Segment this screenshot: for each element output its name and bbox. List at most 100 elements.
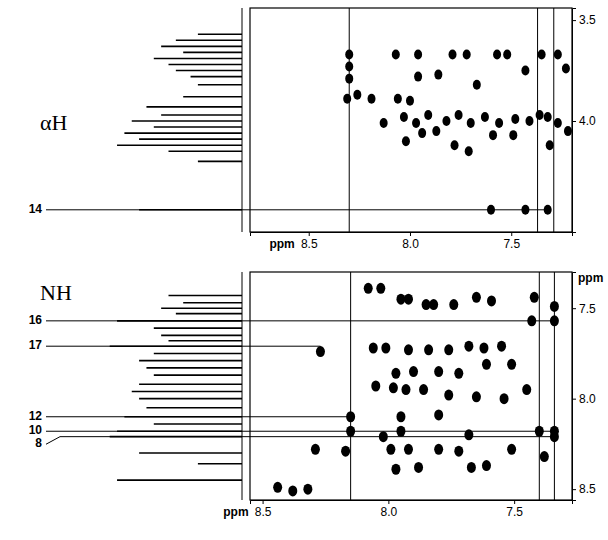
spectrum-peak: [132, 391, 242, 393]
cross-peak: [392, 49, 400, 59]
cross-peak: [454, 368, 463, 379]
guide-line: [553, 8, 554, 232]
annotation-line: [46, 209, 548, 210]
cross-peak: [429, 299, 438, 310]
cross-peak: [345, 49, 353, 59]
tick-label: 8.0: [579, 392, 596, 406]
tick-mark: [263, 500, 264, 504]
tick: 8.5: [572, 482, 596, 496]
annotation-label: 12: [29, 409, 43, 423]
plot-frame: [250, 272, 572, 500]
cross-peak: [455, 110, 463, 120]
cross-peak: [371, 381, 380, 392]
x-axis-title: ppm: [223, 505, 248, 519]
annotation-line: [46, 346, 320, 347]
cross-peak: [503, 49, 511, 59]
cross-peak: [303, 484, 312, 495]
spectrum-label: αH: [40, 110, 68, 135]
cross-peak: [482, 359, 491, 370]
cross-peak: [376, 283, 385, 294]
cross-peak: [414, 49, 422, 59]
spectrum-peak: [161, 335, 242, 337]
cross-peak: [473, 80, 481, 90]
cross-peak: [434, 444, 443, 455]
cross-peak: [530, 292, 539, 303]
cross-peak: [465, 146, 473, 156]
tick-mark: [514, 500, 515, 504]
spectrum-peak: [176, 39, 242, 41]
spectrum-peak: [183, 96, 242, 98]
tick: 3.5: [572, 13, 596, 27]
cross-peak: [449, 49, 457, 59]
annotation-label: 8: [35, 436, 42, 450]
cross-peak: [341, 446, 350, 457]
tick: 7.5: [572, 302, 596, 316]
spectrum-peak: [198, 463, 242, 465]
spectrum-peak: [183, 52, 242, 54]
tick: 8.5: [255, 500, 272, 519]
cross-peak: [467, 118, 475, 128]
x-axis-line: [251, 233, 573, 237]
cross-peak: [521, 66, 529, 76]
cross-peak: [424, 344, 433, 355]
x-axis-line: [251, 501, 573, 505]
spectrum-peak: [198, 161, 242, 163]
plot-area: [273, 272, 559, 500]
annotation-line: [46, 416, 351, 417]
cross-peak: [507, 359, 516, 370]
cross-peak: [454, 446, 463, 457]
cross-peak: [424, 110, 432, 120]
x-axis: 8.5 8.0 7.5: [251, 232, 573, 251]
spectrum-peak: [154, 126, 242, 128]
cross-peak: [404, 444, 413, 455]
y-axis: 7.5 8.0 8.5: [572, 273, 596, 501]
spectrum-peak: [117, 144, 242, 146]
cross-peak: [404, 294, 413, 305]
spectrum-peak: [124, 132, 242, 134]
figure: 8.58.07.53.54.0ppmαH148.58.07.57.58.08.5…: [0, 0, 608, 540]
cross-peak: [482, 460, 491, 471]
spectrum-label: NH: [40, 280, 72, 305]
cross-peak: [495, 118, 503, 128]
tick-mark: [511, 232, 512, 236]
cross-peak: [414, 72, 422, 82]
cross-peak: [402, 136, 410, 146]
cross-peak: [369, 343, 378, 354]
y-axis: 3.54.0: [572, 9, 596, 233]
tick: 8.5: [301, 232, 318, 251]
spectrum-peak: [132, 120, 242, 122]
cross-peak: [554, 49, 562, 59]
cross-peak: [419, 384, 428, 395]
annotation-line: [46, 437, 554, 445]
cross-peak: [414, 462, 423, 473]
spectrum-peak: [183, 302, 242, 304]
guide-line: [349, 8, 350, 232]
tick: 7.5: [503, 232, 520, 251]
cross-peak: [364, 283, 373, 294]
cross-peak: [409, 366, 418, 377]
spectrum-baseline: [242, 8, 243, 232]
annotation-label: 10: [29, 423, 43, 437]
spectrum-peak: [139, 398, 242, 400]
cross-peak: [396, 411, 405, 422]
cross-peak: [412, 118, 420, 128]
tick-label: 3.5: [579, 13, 596, 27]
cross-peak: [345, 74, 353, 84]
cross-peak: [538, 49, 546, 59]
tick-mark: [388, 500, 389, 504]
tick: 8.0: [402, 232, 419, 251]
spectrum: [110, 296, 242, 481]
spectrum-peak: [154, 58, 242, 60]
spectrum-peak: [161, 46, 242, 48]
spectrum-peak: [191, 76, 242, 78]
cross-peak: [273, 482, 282, 493]
tick-mark: [572, 399, 576, 400]
cross-peak: [444, 344, 453, 355]
tick-mark: [309, 232, 310, 236]
cross-peak: [345, 62, 353, 72]
x-axis: 8.58.07.5: [251, 500, 573, 519]
cross-peak: [394, 94, 402, 104]
spectrum-peak: [198, 33, 242, 35]
annotation-line: [46, 431, 554, 432]
annotation-line: [46, 320, 554, 321]
